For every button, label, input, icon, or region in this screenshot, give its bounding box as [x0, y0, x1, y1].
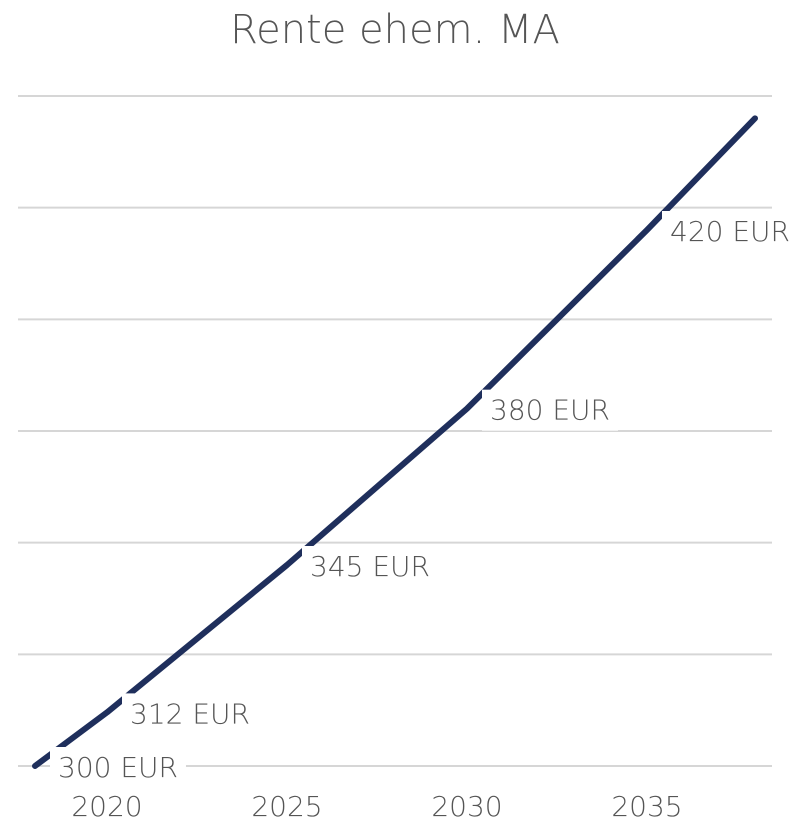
x-tick-label: 2025	[251, 790, 322, 823]
label-background	[482, 389, 618, 431]
chart-title: Rente ehem. MA	[230, 7, 560, 53]
data-label: 300 EUR	[58, 751, 178, 784]
label-background	[50, 747, 186, 788]
data-label: 380 EUR	[490, 394, 610, 427]
x-tick-label: 2030	[431, 790, 502, 823]
label-background	[662, 211, 798, 252]
data-label: 312 EUR	[130, 697, 250, 730]
label-background	[122, 693, 258, 735]
data-label: 345 EUR	[310, 550, 430, 583]
x-tick-label: 2020	[71, 790, 142, 823]
data-line	[32, 115, 758, 769]
label-background	[302, 546, 438, 587]
x-tick-label: 2035	[611, 790, 682, 823]
data-label: 420 EUR	[670, 215, 790, 248]
